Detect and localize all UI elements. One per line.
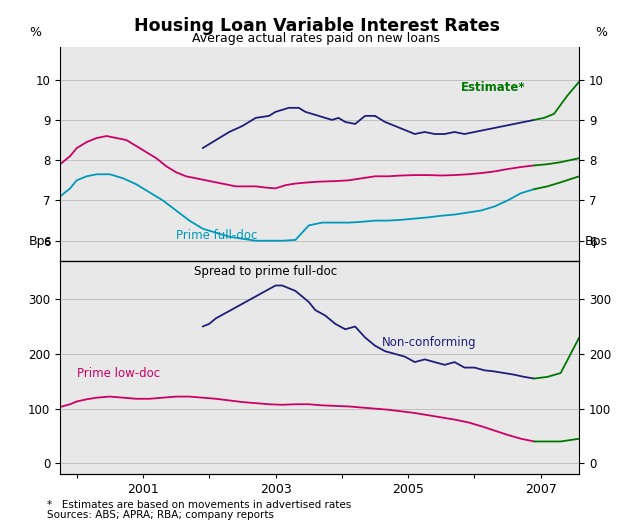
Text: *   Estimates are based on movements in advertised rates: * Estimates are based on movements in ad… — [47, 500, 352, 510]
Text: Housing Loan Variable Interest Rates: Housing Loan Variable Interest Rates — [134, 17, 499, 35]
Text: Prime low-doc: Prime low-doc — [77, 367, 160, 380]
Text: %: % — [29, 26, 41, 39]
Text: Non-conforming: Non-conforming — [382, 336, 476, 349]
Text: Average actual rates paid on new loans: Average actual rates paid on new loans — [192, 32, 441, 45]
Text: %: % — [596, 26, 608, 39]
Text: Spread to prime full-doc: Spread to prime full-doc — [194, 265, 337, 278]
Text: Prime full-doc: Prime full-doc — [176, 229, 258, 242]
Text: Estimate*: Estimate* — [461, 81, 526, 94]
Text: Sources: ABS; APRA; RBA; company reports: Sources: ABS; APRA; RBA; company reports — [47, 510, 275, 520]
Text: Bps: Bps — [29, 235, 52, 248]
Text: Bps: Bps — [585, 235, 608, 248]
